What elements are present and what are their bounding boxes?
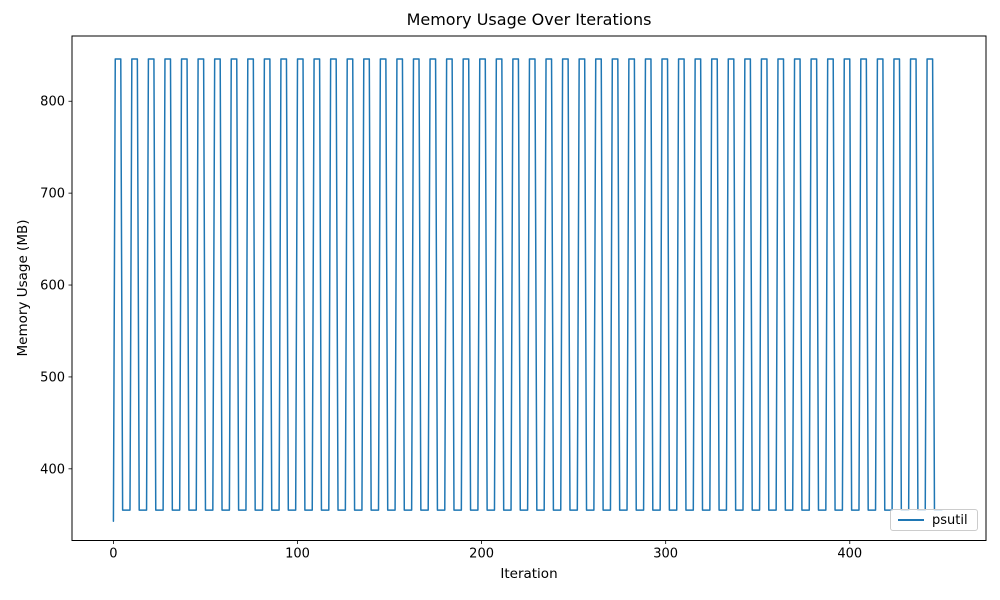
y-tick-label: 400 bbox=[40, 462, 65, 477]
x-tick-label: 300 bbox=[653, 547, 678, 562]
x-tick-label: 100 bbox=[285, 547, 310, 562]
legend: psutil bbox=[890, 509, 978, 531]
legend-label: psutil bbox=[932, 512, 968, 528]
x-axis-label: Iteration bbox=[500, 566, 558, 582]
y-tick-label: 500 bbox=[40, 370, 65, 385]
series-line-psutil bbox=[112, 58, 943, 522]
chart-title: Memory Usage Over Iterations bbox=[406, 10, 652, 29]
x-tick-label: 200 bbox=[469, 547, 494, 562]
axes-frame bbox=[71, 35, 987, 541]
legend-line-swatch bbox=[898, 519, 924, 521]
y-axis-label: Memory Usage (MB) bbox=[15, 219, 31, 357]
x-tick-label: 400 bbox=[837, 547, 862, 562]
x-tick-label: 0 bbox=[109, 547, 117, 562]
y-tick-label: 800 bbox=[40, 95, 65, 110]
y-tick-label: 700 bbox=[40, 187, 65, 202]
y-tick-label: 600 bbox=[40, 279, 65, 294]
